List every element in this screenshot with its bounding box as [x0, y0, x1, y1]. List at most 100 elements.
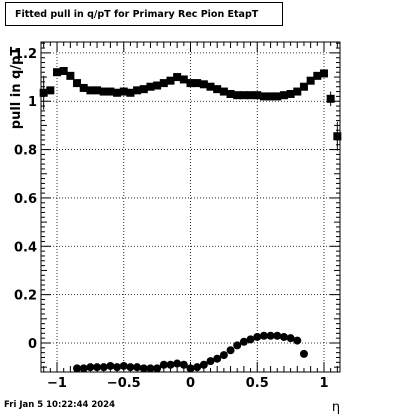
- data-point-square: [139, 85, 148, 94]
- data-point-square: [319, 69, 328, 78]
- x-tick-label: −0.5: [107, 376, 141, 391]
- data-point-square: [326, 94, 335, 103]
- x-tick-label: −1: [47, 376, 67, 391]
- data-point-square: [246, 91, 255, 100]
- data-point-square: [119, 87, 128, 96]
- data-point-square: [226, 89, 235, 98]
- data-point-circle: [193, 363, 202, 372]
- data-layer: [39, 67, 342, 373]
- data-point-circle: [79, 364, 88, 373]
- data-point-circle: [239, 337, 248, 346]
- data-point-circle: [226, 346, 235, 355]
- data-point-square: [199, 80, 208, 89]
- data-point-circle: [253, 332, 262, 341]
- y-tick-label: 0.8: [14, 144, 37, 159]
- footer-date: Fri Jan 5 10:22:44 2024: [4, 400, 116, 410]
- data-point-square: [146, 82, 155, 91]
- data-point-circle: [219, 351, 228, 360]
- data-point-circle: [266, 331, 275, 340]
- y-tick-label: 1.2: [14, 47, 37, 62]
- data-point-square: [86, 86, 95, 95]
- data-point-square: [279, 91, 288, 100]
- data-point-square: [166, 76, 175, 85]
- data-point-circle: [293, 336, 302, 345]
- data-point-circle: [233, 341, 242, 350]
- data-point-square: [159, 79, 168, 88]
- data-point-square: [133, 86, 142, 95]
- data-point-square: [193, 79, 202, 88]
- grid-layer: [41, 42, 340, 372]
- data-point-circle: [299, 349, 308, 358]
- data-point-circle: [133, 363, 142, 372]
- data-point-square: [313, 71, 322, 80]
- data-point-square: [46, 86, 55, 95]
- data-point-square: [273, 92, 282, 101]
- data-point-square: [219, 87, 228, 96]
- data-point-circle: [206, 357, 215, 366]
- data-point-square: [293, 87, 302, 96]
- y-axis-label: pull in q/pT: [9, 47, 24, 130]
- y-tick-label: 0.6: [14, 192, 37, 207]
- data-point-circle: [126, 363, 135, 372]
- data-point-square: [206, 82, 215, 91]
- data-point-square: [73, 79, 82, 88]
- data-point-square: [266, 92, 275, 101]
- data-point-square: [306, 76, 315, 85]
- data-point-square: [59, 67, 68, 76]
- y-tick-label: 1: [28, 95, 37, 110]
- data-point-square: [113, 88, 122, 97]
- x-tick-label: 0: [186, 376, 195, 391]
- data-point-circle: [119, 361, 128, 370]
- data-point-square: [259, 92, 268, 101]
- data-point-square: [253, 91, 262, 100]
- data-point-square: [173, 73, 182, 82]
- data-point-circle: [246, 335, 255, 344]
- data-point-circle: [173, 359, 182, 368]
- data-point-circle: [159, 360, 168, 369]
- data-point-circle: [213, 354, 222, 363]
- data-point-square: [213, 85, 222, 94]
- y-tick-label: 0.2: [14, 289, 37, 304]
- data-point-circle: [286, 334, 295, 343]
- data-point-square: [333, 132, 342, 141]
- data-point-circle: [179, 360, 188, 369]
- data-point-square: [126, 88, 135, 97]
- data-point-circle: [99, 363, 108, 372]
- chart-title: Fitted pull in q/pT for Primary Rec Pion…: [15, 8, 259, 20]
- data-point-square: [53, 68, 62, 77]
- data-point-square: [186, 79, 195, 88]
- data-point-circle: [273, 331, 282, 340]
- data-point-square: [66, 71, 75, 80]
- data-point-square: [233, 91, 242, 100]
- data-point-square: [153, 81, 162, 90]
- data-point-circle: [153, 364, 162, 373]
- data-point-square: [99, 87, 108, 96]
- data-point-square: [39, 88, 48, 97]
- data-point-square: [299, 82, 308, 91]
- data-point-square: [179, 75, 188, 84]
- data-point-square: [286, 89, 295, 98]
- data-point-circle: [199, 360, 208, 369]
- chart-title-box: Fitted pull in q/pT for Primary Rec Pion…: [5, 2, 283, 26]
- data-point-circle: [146, 364, 155, 373]
- data-point-circle: [86, 363, 95, 372]
- data-point-circle: [279, 332, 288, 341]
- ticks-layer: −1 −0.5 0 0.5 1 0 0.2 0.4 0.6 0.8 1 1.2: [14, 42, 340, 391]
- data-point-square: [106, 87, 115, 96]
- x-axis-label: η: [332, 400, 340, 414]
- data-point-square: [79, 83, 88, 92]
- data-point-circle: [106, 361, 115, 370]
- data-point-circle: [186, 364, 195, 373]
- x-tick-label: 0.5: [246, 376, 269, 391]
- x-tick-label: 1: [319, 376, 328, 391]
- data-point-circle: [93, 363, 102, 372]
- data-point-circle: [113, 363, 122, 372]
- y-tick-label: 0: [28, 337, 37, 352]
- data-point-circle: [166, 360, 175, 369]
- data-point-circle: [259, 331, 268, 340]
- data-point-circle: [139, 364, 148, 373]
- data-point-circle: [73, 364, 82, 373]
- data-point-square: [239, 91, 248, 100]
- data-point-square: [93, 86, 102, 95]
